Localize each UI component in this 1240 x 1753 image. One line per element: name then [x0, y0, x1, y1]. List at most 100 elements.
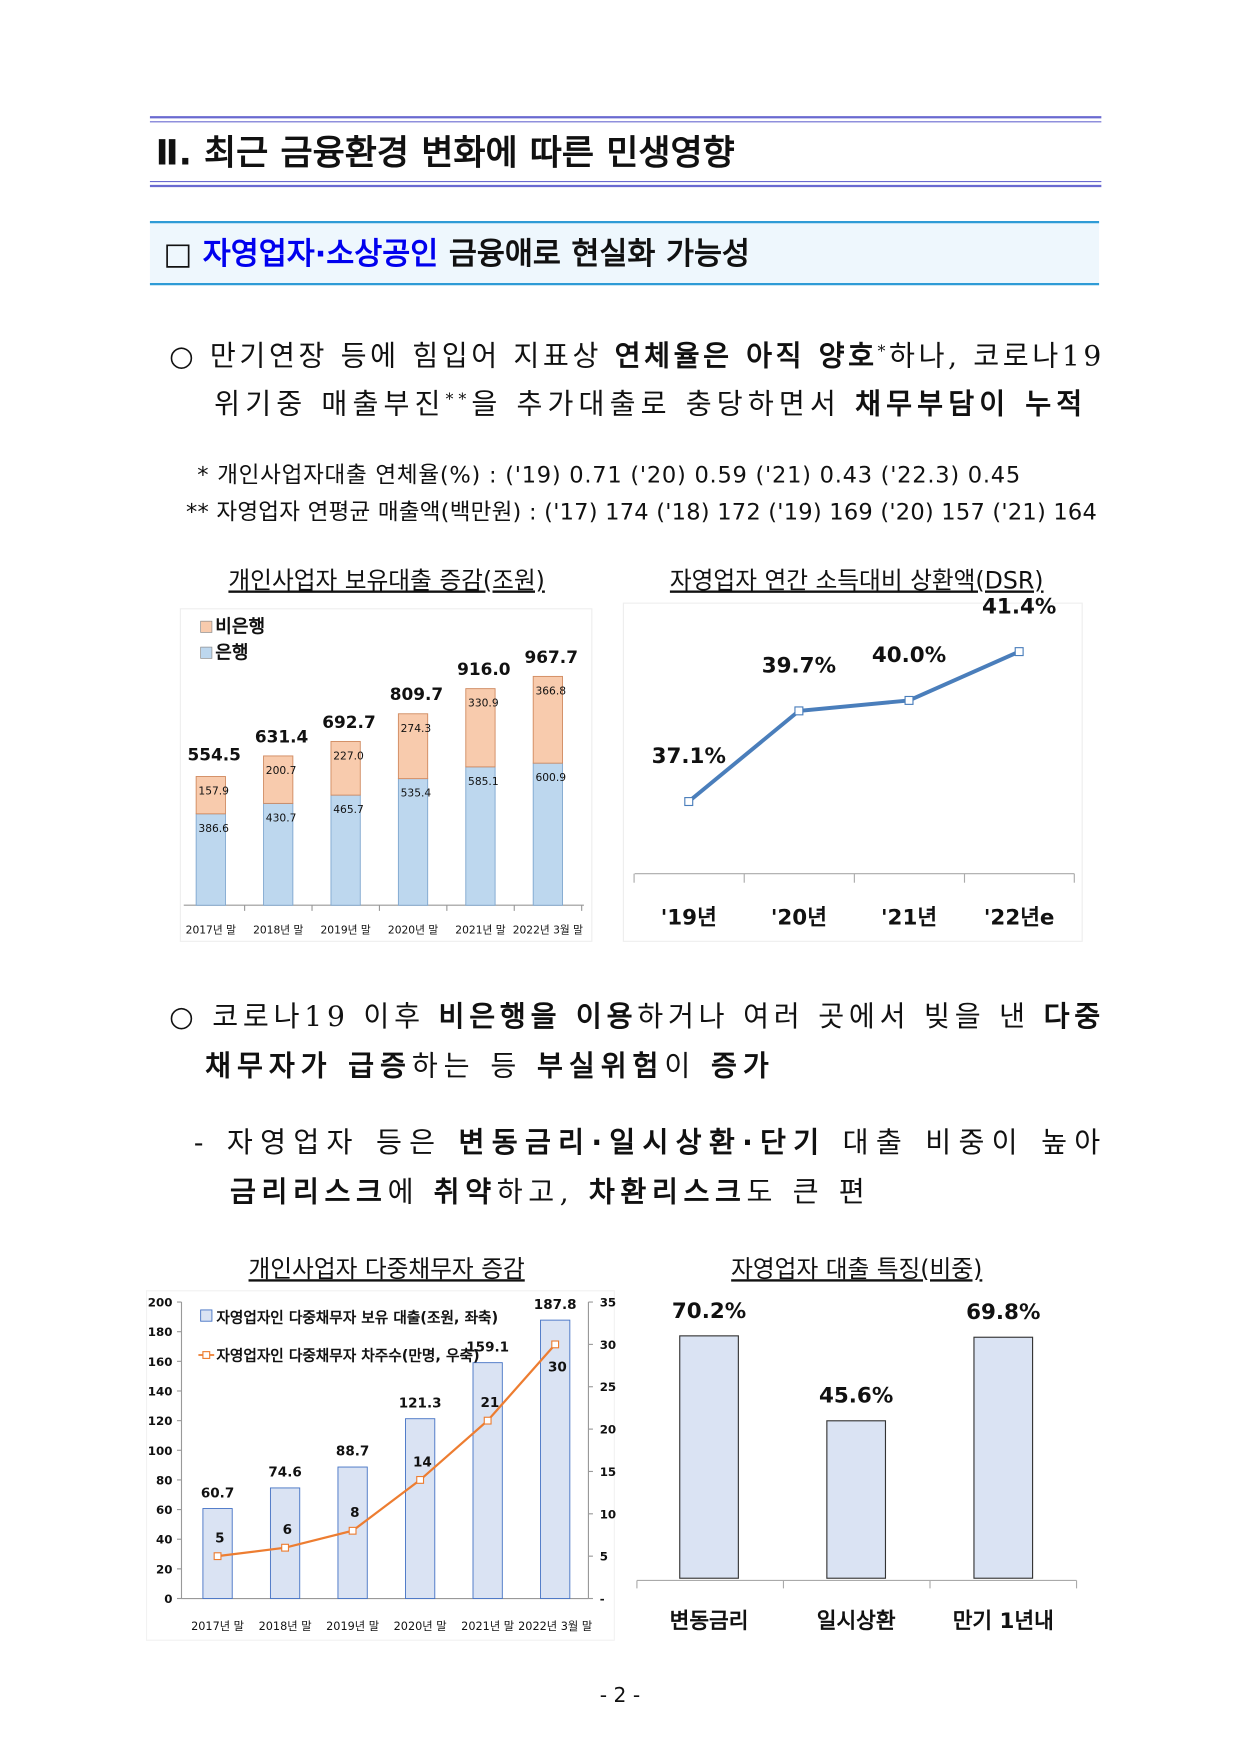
- bold-text: 차환리스크: [589, 1176, 741, 1209]
- total-label: 967.7: [525, 647, 578, 667]
- segment-label: 600.9: [535, 771, 566, 784]
- data-label: 187.8: [534, 1297, 577, 1313]
- data-label: 88.7: [336, 1444, 369, 1460]
- marker: [1014, 647, 1024, 657]
- bar-segment: [465, 688, 496, 768]
- marker: [348, 1526, 357, 1535]
- x-tick-label: 2019년 말: [320, 923, 370, 936]
- bar-segment: [397, 713, 429, 780]
- y2-tick-label: 15: [600, 1465, 616, 1479]
- bar-segment: [465, 766, 496, 906]
- legend-marker: [202, 1351, 211, 1359]
- segment-label: 157.9: [198, 785, 229, 798]
- marker: [483, 1416, 492, 1425]
- y-tick-label: 200: [148, 1296, 173, 1310]
- x-tick-label: '20년: [771, 905, 827, 930]
- y-tick-label: 120: [148, 1414, 173, 1428]
- data-label: 41.4%: [982, 594, 1056, 619]
- bar: [269, 1487, 301, 1599]
- paragraph-line: 금리리스크 에 취약 하고, 차환리스크 도 큰 편: [230, 1176, 865, 1209]
- bold-text: 채무자가 급증: [205, 1049, 406, 1082]
- data-label: 21: [481, 1395, 500, 1411]
- x-tick-label: 2017년 말: [191, 1619, 244, 1633]
- x-tick-label: 2021년 말: [455, 923, 505, 936]
- x-tick-label: 2021년 말: [461, 1619, 514, 1633]
- data-label: 14: [413, 1454, 432, 1470]
- page-number: - 2 -: [600, 1683, 640, 1707]
- section-box: [149, 222, 1100, 285]
- bar: [826, 1420, 887, 1579]
- bar-segment: [195, 813, 226, 906]
- marker: [281, 1543, 290, 1552]
- data-label: 60.7: [201, 1485, 234, 1501]
- bold-text: 채무부담이 누적: [855, 388, 1082, 421]
- data-label: 70.2%: [672, 1299, 746, 1324]
- text-run: *: [878, 342, 886, 360]
- chart-frame: [622, 602, 1083, 942]
- y-tick-label: 180: [148, 1325, 173, 1339]
- line: [687, 649, 1020, 804]
- data-label: 121.3: [399, 1395, 442, 1411]
- bar-segment: [397, 778, 429, 906]
- x-tick-label: 2017년 말: [186, 923, 236, 936]
- text-run: 금융애로 현실화 가능성: [438, 237, 750, 272]
- bar: [973, 1336, 1034, 1579]
- segment-label: 227.0: [333, 749, 364, 762]
- text-run: 을 추가대출로 충당하면서: [471, 388, 850, 421]
- chart-title: 개인사업자 다중채무자 증감: [249, 1255, 525, 1283]
- x-tick-label: '22년e: [984, 905, 1055, 930]
- text-run: 대출 비중이 높아: [826, 1126, 1100, 1159]
- paragraph-line: - 자영업자 등은 변동금리·일시상환·단기 대출 비중이 높아: [194, 1126, 1100, 1159]
- chart-title: 개인사업자 보유대출 증감(조원): [228, 566, 544, 594]
- y-tick-label: 0: [164, 1592, 172, 1606]
- marker: [684, 797, 694, 807]
- segment-label: 585.1: [468, 775, 499, 788]
- bar: [472, 1362, 503, 1599]
- legend-label: 자영업자인 다중채무자 보유 대출(조원, 좌축): [216, 1308, 498, 1326]
- bar-segment: [330, 740, 361, 796]
- y-tick-label: 40: [156, 1533, 172, 1547]
- line: [217, 1343, 557, 1558]
- legend-label: 비은행: [215, 616, 265, 637]
- bar-segment: [532, 675, 563, 764]
- data-label: 37.1%: [652, 744, 726, 769]
- data-label: 45.6%: [819, 1384, 893, 1409]
- y2-tick-label: 30: [600, 1338, 616, 1352]
- segment-label: 465.7: [333, 803, 364, 816]
- total-label: 554.5: [187, 745, 240, 765]
- segment-label: 366.8: [535, 684, 566, 697]
- x-tick-label: 2018년 말: [259, 1619, 312, 1633]
- y2-tick-label: 20: [600, 1423, 616, 1437]
- x-tick-label: '21년: [881, 905, 937, 930]
- chart-title: 자영업자 대출 특징(비중): [731, 1255, 982, 1283]
- data-label: 74.6: [268, 1465, 301, 1481]
- legend-swatch: [200, 620, 213, 633]
- data-label: 39.7%: [762, 654, 836, 679]
- y-tick-label: 20: [156, 1562, 172, 1576]
- total-label: 692.7: [322, 712, 375, 732]
- data-label: 8: [350, 1505, 359, 1521]
- total-label: 631.4: [255, 726, 308, 746]
- bar-segment: [263, 755, 294, 804]
- data-label: 40.0%: [872, 643, 946, 668]
- y-tick-label: 80: [156, 1473, 172, 1487]
- paragraph-line: 위기중 매출부진 ** 을 추가대출로 충당하면서 채무부담이 누적: [214, 388, 1082, 421]
- section-title: □ 자영업자·소상공인 금융애로 현실화 가능성: [163, 237, 749, 272]
- marker: [416, 1475, 425, 1484]
- total-label: 916.0: [457, 659, 510, 679]
- segment-label: 274.3: [401, 722, 432, 735]
- text-run: 위기중 매출부진: [214, 388, 440, 421]
- segment-label: 430.7: [266, 811, 297, 824]
- text-run: □: [163, 237, 202, 272]
- x-tick-label: 2022년 3월 말: [513, 923, 583, 936]
- text-run: 이: [664, 1049, 705, 1082]
- x-tick-label: '19년: [661, 905, 717, 930]
- footnote: * 개인사업자대출 연체율(%) : ('19) 0.71 ('20) 0.59…: [197, 463, 1020, 489]
- y2-tick-label: 10: [600, 1507, 616, 1521]
- legend-label: 은행: [215, 642, 248, 663]
- y-tick-label: 100: [148, 1444, 173, 1458]
- chart-frame: [179, 608, 593, 942]
- bar-segment: [263, 802, 294, 906]
- data-label: 159.1: [466, 1339, 509, 1355]
